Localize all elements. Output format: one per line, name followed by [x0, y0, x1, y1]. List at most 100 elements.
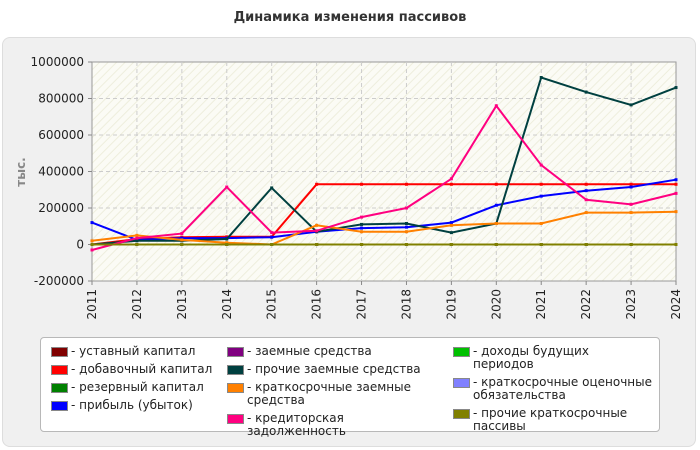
- data-point: [449, 177, 453, 181]
- data-point: [90, 221, 94, 225]
- legend-item: - добавочный капитал: [51, 363, 221, 376]
- data-point: [539, 76, 543, 80]
- y-tick-label: 200000: [38, 201, 84, 215]
- legend-label: - прочие краткосрочные пассивы: [473, 406, 628, 433]
- data-point: [674, 191, 678, 195]
- data-point: [449, 243, 453, 246]
- legend-swatch: [453, 409, 470, 419]
- legend-swatch: [227, 347, 244, 357]
- data-point: [494, 182, 498, 186]
- data-point: [494, 104, 498, 108]
- legend-label: - краткосрочные оценочные обязательства: [473, 375, 652, 402]
- y-tick-label: 0: [76, 238, 84, 252]
- chart-title: Динамика изменения пассивов: [233, 10, 467, 25]
- data-point: [360, 243, 364, 246]
- data-point: [629, 182, 633, 186]
- data-point: [315, 182, 319, 186]
- chart-legend: - уставный капитал - добавочный капитал - …: [40, 337, 660, 438]
- legend-item: - прочие заемные средства: [227, 363, 445, 376]
- x-axis: 2011 2012 2013 2014 2015 2016 2017 2018 2019 2020…: [85, 281, 683, 320]
- legend-label: - доходы будущих периодов: [473, 344, 589, 371]
- series-10: [90, 243, 678, 246]
- data-point: [90, 239, 94, 243]
- legend-label: - заемные средства: [247, 344, 372, 358]
- y-tick-label: 1000000: [31, 55, 84, 69]
- legend-item: - краткосрочные оценочные обязательства: [453, 376, 653, 402]
- data-point: [180, 243, 184, 246]
- data-point: [360, 230, 364, 234]
- data-point: [584, 243, 588, 246]
- data-point: [135, 236, 139, 240]
- data-point: [629, 103, 633, 107]
- data-point: [404, 182, 408, 186]
- legend-label: - краткосрочные заемные средства: [247, 380, 411, 407]
- legend-swatch: [51, 383, 68, 393]
- data-point: [90, 243, 94, 246]
- data-point: [180, 236, 184, 240]
- data-point: [449, 182, 453, 186]
- data-point: [135, 233, 139, 237]
- legend-label: - уставный капитал: [71, 344, 196, 358]
- data-point: [494, 222, 498, 226]
- data-point: [270, 235, 274, 239]
- legend-item: - заемные средства: [227, 345, 445, 358]
- legend-item: - кредиторская задолженность: [227, 412, 445, 438]
- series-6: [90, 210, 678, 246]
- data-point: [674, 86, 678, 90]
- data-point: [360, 222, 364, 226]
- x-tick-label: 2018: [399, 289, 413, 320]
- legend-swatch: [51, 401, 68, 411]
- data-point: [494, 203, 498, 207]
- x-tick-label: 2020: [489, 289, 503, 320]
- x-tick-label: 2023: [624, 289, 638, 320]
- legend-swatch: [227, 383, 244, 393]
- data-point: [449, 231, 453, 235]
- legend-item: - краткосрочные заемные средства: [227, 381, 445, 407]
- data-point: [360, 182, 364, 186]
- legend-item: - прочие краткосрочные пассивы: [453, 407, 653, 433]
- legend-swatch: [51, 365, 68, 375]
- x-tick-label: 2013: [175, 289, 189, 320]
- data-point: [180, 232, 184, 236]
- data-point: [90, 248, 94, 252]
- x-tick-label: 2011: [85, 289, 99, 320]
- data-point: [449, 221, 453, 225]
- data-point: [584, 189, 588, 193]
- data-point: [225, 241, 229, 245]
- x-tick-label: 2014: [220, 289, 234, 320]
- data-point: [584, 211, 588, 215]
- data-point: [270, 243, 274, 246]
- x-tick-label: 2019: [444, 289, 458, 320]
- legend-item: - уставный капитал: [51, 345, 221, 358]
- data-point: [315, 229, 319, 233]
- series-line: [91, 210, 677, 246]
- series-7: [90, 104, 678, 252]
- data-point: [539, 163, 543, 167]
- data-point: [629, 211, 633, 215]
- legend-label: - резервный капитал: [71, 380, 204, 394]
- data-point: [674, 182, 678, 186]
- data-point: [674, 178, 678, 182]
- data-point: [225, 185, 229, 189]
- data-point: [404, 225, 408, 229]
- legend-swatch: [227, 365, 244, 375]
- data-point: [629, 202, 633, 206]
- series-line: [91, 178, 677, 241]
- data-point: [629, 185, 633, 189]
- data-point: [539, 222, 543, 226]
- data-point: [135, 243, 139, 246]
- legend-swatch: [51, 347, 68, 357]
- x-tick-label: 2016: [310, 289, 324, 320]
- legend-swatch: [227, 414, 244, 424]
- data-point: [584, 198, 588, 202]
- series-group: [90, 76, 678, 252]
- data-point: [404, 206, 408, 210]
- legend-item: - прибыль (убыток): [51, 399, 221, 412]
- data-point: [584, 182, 588, 186]
- y-tick-label: -200000: [34, 274, 84, 288]
- data-point: [539, 243, 543, 246]
- legend-item: - резервный капитал: [51, 381, 221, 394]
- data-point: [315, 243, 319, 246]
- data-point: [674, 243, 678, 246]
